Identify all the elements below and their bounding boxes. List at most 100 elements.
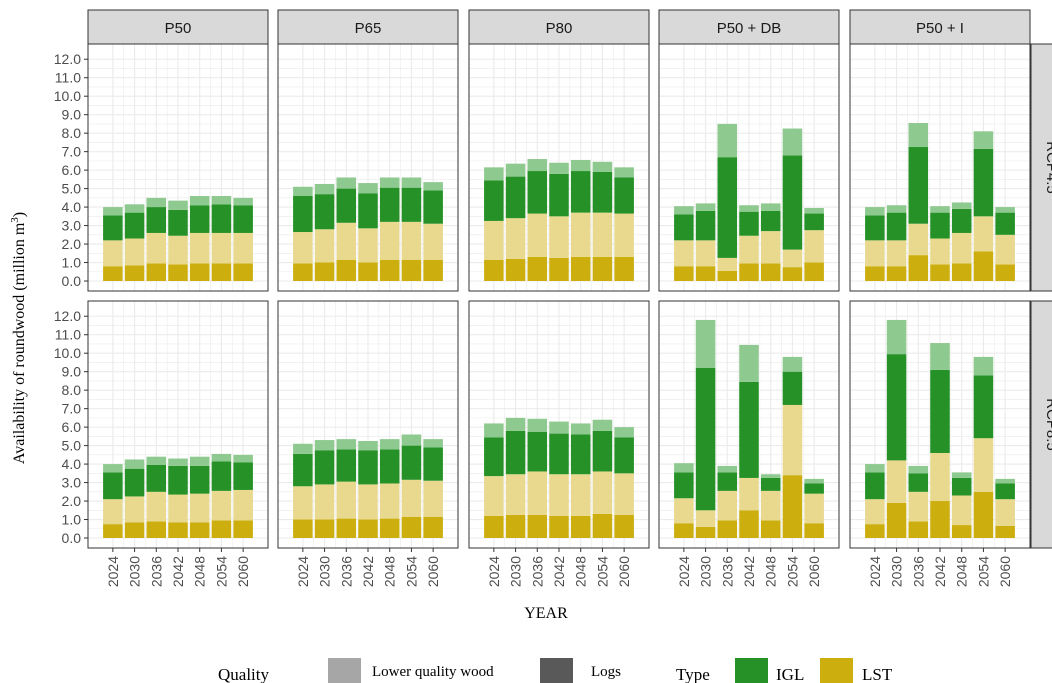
- bar-segment-igl-lower-quality-2042: [358, 440, 378, 451]
- bar-segment-igl-lower-quality-2048: [951, 472, 972, 478]
- bar-segment-igl-lower-quality-2036: [336, 439, 357, 450]
- y-tick-label: 12.0: [54, 51, 81, 67]
- bar-segment-lst-lower-quality-2030: [886, 460, 907, 503]
- bar-segment-lst-lower-quality-2060: [614, 473, 634, 515]
- bar-segment-igl-logs-2048: [760, 210, 781, 232]
- bar-segment-lst-logs-2036: [527, 514, 548, 538]
- y-tick-label: 0.0: [62, 530, 82, 546]
- bar-segment-igl-logs-2030: [886, 354, 907, 461]
- bar-segment-lst-logs-2024: [674, 266, 694, 281]
- bar-segment-lst-lower-quality-2060: [614, 213, 634, 257]
- bar-segment-lst-lower-quality-2030: [314, 229, 335, 263]
- legend-quality-title: Quality: [218, 665, 269, 683]
- bar-segment-lst-lower-quality-2042: [549, 474, 569, 516]
- panel-rcp8-5-p80: [468, 300, 650, 549]
- y-axis-rcp8-5: 0.0 1.0 2.0 3.0 4.0 5.0 6.0 7.0 8.0 9.0 10.0 11.0 12…: [54, 308, 88, 546]
- bar-segment-lst-logs-2036: [717, 520, 738, 538]
- bar-segment-igl-lower-quality-2060: [614, 167, 634, 178]
- bar-segment-lst-logs-2060: [995, 525, 1015, 538]
- x-tick-label: 2024: [676, 556, 692, 587]
- bar-segment-lst-lower-quality-2024: [484, 220, 504, 260]
- bar-segment-igl-lower-quality-2060: [233, 454, 253, 463]
- bar-segment-lst-lower-quality-2042: [549, 216, 569, 258]
- x-tick-label: 2048: [763, 556, 779, 587]
- x-tick-label: 2030: [317, 556, 333, 587]
- bar-segment-igl-logs-2042: [168, 209, 188, 236]
- x-tick-label: 2030: [889, 556, 905, 587]
- bar-segment-igl-logs-2048: [760, 477, 781, 491]
- bar-segment-igl-lower-quality-2048: [570, 159, 591, 172]
- bar-segment-lst-lower-quality-2042: [168, 235, 188, 265]
- bar-segment-igl-logs-2054: [782, 155, 803, 250]
- bar-segment-lst-logs-2060: [804, 523, 824, 538]
- bar-segment-igl-logs-2024: [103, 215, 123, 241]
- bar-segment-igl-logs-2054: [782, 371, 803, 405]
- bar-segment-igl-logs-2054: [592, 430, 613, 472]
- bar-segment-igl-logs-2036: [146, 207, 167, 233]
- legend-label-igl: IGL: [776, 665, 804, 683]
- bar-segment-lst-lower-quality-2060: [233, 489, 253, 521]
- x-axis-p50-db: 2024 2030 2036 2042 2048 2054 2060: [676, 548, 822, 587]
- x-tick-label: 2042: [551, 556, 567, 587]
- x-tick-label: 2060: [616, 556, 632, 587]
- bar-segment-lst-lower-quality-2048: [760, 231, 781, 264]
- facet-strip-p65: P65: [277, 9, 459, 45]
- x-axis-p50: 2024 2030 2036 2042 2048 2054 2060: [105, 548, 251, 587]
- bar-segment-igl-logs-2060: [233, 462, 253, 490]
- bar-segment-lst-logs-2042: [930, 264, 950, 281]
- bar-segment-igl-logs-2036: [146, 465, 167, 492]
- x-tick-label: 2024: [867, 556, 883, 587]
- bar-segment-lst-lower-quality-2030: [124, 238, 145, 266]
- bar-segment-lst-logs-2036: [717, 270, 738, 281]
- bar-segment-igl-logs-2060: [804, 213, 824, 231]
- legend-key-logs: [540, 658, 573, 683]
- bar-segment-lst-logs-2054: [973, 491, 994, 538]
- x-axis-title: YEAR: [524, 605, 568, 622]
- bar-segment-igl-logs-2060: [423, 447, 443, 481]
- bar-segment-igl-logs-2024: [674, 214, 694, 241]
- bar-segment-igl-lower-quality-2054: [782, 356, 803, 372]
- bar-segment-lst-logs-2030: [124, 522, 145, 538]
- bar-segment-igl-lower-quality-2060: [804, 478, 824, 484]
- bar-segment-lst-logs-2036: [146, 521, 167, 538]
- x-tick-label: 2042: [360, 556, 376, 587]
- facet-label-rcp4-5: RCP4.5: [1043, 141, 1052, 194]
- bar-segment-igl-lower-quality-2042: [930, 206, 950, 213]
- bar-segment-igl-lower-quality-2042: [739, 205, 759, 212]
- bar-segment-lst-logs-2048: [760, 520, 781, 538]
- bar-segment-lst-lower-quality-2024: [293, 232, 313, 264]
- facet-strip-p80: P80: [468, 9, 650, 45]
- x-tick-label: 2036: [148, 556, 164, 587]
- bar-segment-lst-lower-quality-2036: [527, 471, 548, 515]
- bar-segment-igl-logs-2036: [336, 188, 357, 223]
- bar-segment-lst-logs-2036: [908, 255, 929, 281]
- bar-segment-lst-lower-quality-2054: [782, 249, 803, 268]
- bar-segment-igl-logs-2042: [739, 381, 759, 478]
- bar-segment-lst-logs-2024: [293, 519, 313, 538]
- bar-segment-lst-logs-2042: [358, 262, 378, 281]
- bar-segment-igl-lower-quality-2054: [211, 195, 232, 205]
- bar-segment-igl-lower-quality-2048: [379, 177, 400, 188]
- x-tick-label: 2054: [403, 556, 419, 587]
- bar-segment-igl-logs-2036: [908, 473, 929, 492]
- facet-strip-p50-db: P50 + DB: [658, 9, 840, 45]
- y-tick-label: 1.0: [62, 512, 82, 528]
- legend-label-lst: LST: [862, 665, 893, 683]
- bar-segment-igl-lower-quality-2030: [695, 319, 716, 368]
- bar-segment-lst-lower-quality-2036: [336, 222, 357, 260]
- bar-segment-igl-logs-2036: [908, 147, 929, 224]
- bar-segment-igl-lower-quality-2030: [124, 204, 145, 213]
- legend: Quality Lower quality wood Logs Type IGL…: [218, 658, 893, 683]
- bar-segment-igl-lower-quality-2054: [401, 434, 422, 446]
- bar-segment-igl-lower-quality-2036: [146, 456, 167, 466]
- bar-segment-igl-logs-2024: [674, 472, 694, 499]
- panel-rcp8-5-p50-i: [849, 300, 1031, 549]
- bar-segment-igl-logs-2042: [930, 212, 950, 239]
- bar-segment-igl-lower-quality-2042: [739, 344, 759, 382]
- bar-segment-lst-logs-2060: [614, 256, 634, 281]
- bar-segment-lst-logs-2024: [103, 266, 123, 281]
- bar-segment-igl-logs-2054: [592, 171, 613, 213]
- bar-segment-igl-logs-2054: [401, 445, 422, 480]
- bar-segment-igl-logs-2042: [168, 465, 188, 495]
- bar-segment-igl-logs-2054: [401, 187, 422, 222]
